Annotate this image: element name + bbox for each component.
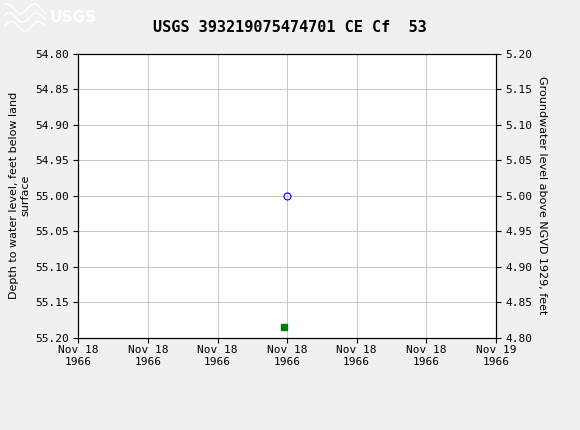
Text: USGS: USGS bbox=[49, 10, 96, 25]
Text: USGS 393219075474701 CE Cf  53: USGS 393219075474701 CE Cf 53 bbox=[153, 21, 427, 35]
Y-axis label: Depth to water level, feet below land
surface: Depth to water level, feet below land su… bbox=[9, 92, 31, 299]
Legend: Period of approved data: Period of approved data bbox=[175, 427, 399, 430]
Y-axis label: Groundwater level above NGVD 1929, feet: Groundwater level above NGVD 1929, feet bbox=[536, 77, 546, 315]
